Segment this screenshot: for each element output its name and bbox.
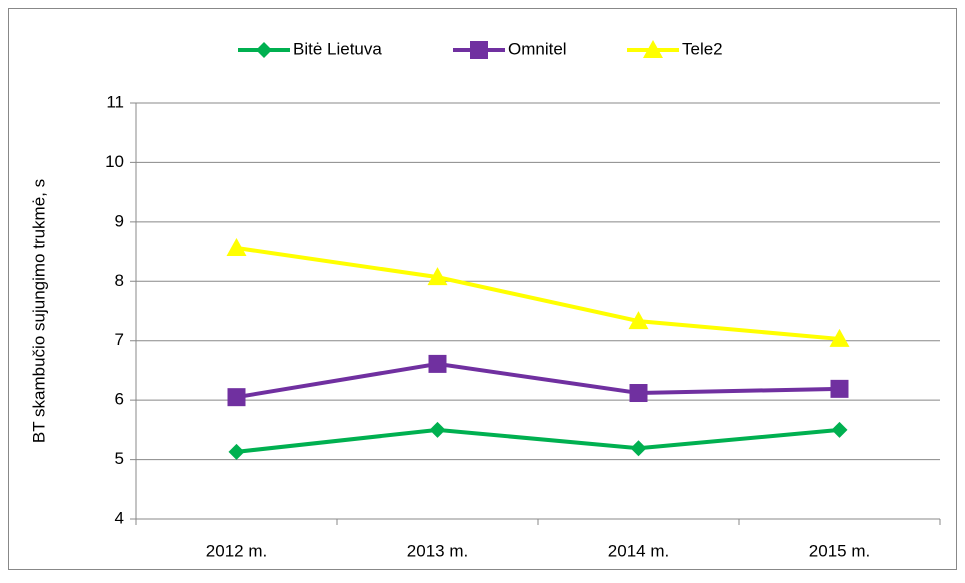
x-tick-label: 2013 m. — [407, 541, 468, 560]
legend-label: Bitė Lietuva — [293, 39, 382, 58]
legend-label: Tele2 — [682, 39, 723, 58]
x-tick-label: 2014 m. — [608, 541, 669, 560]
marker — [831, 421, 848, 438]
series-line — [236, 246, 840, 341]
marker — [470, 41, 488, 59]
series-line — [236, 361, 840, 400]
y-tick-label: 7 — [115, 330, 124, 349]
marker — [643, 40, 663, 58]
legend-label: Omnitel — [508, 39, 567, 58]
y-tick-label: 10 — [105, 152, 124, 171]
marker — [628, 311, 649, 330]
marker — [226, 238, 247, 257]
marker — [227, 388, 246, 407]
x-tick-label: 2012 m. — [206, 541, 267, 560]
y-tick-label: 11 — [106, 92, 124, 111]
y-tick-label: 4 — [115, 508, 124, 527]
series-line — [236, 427, 840, 454]
marker — [630, 440, 647, 457]
marker — [228, 443, 245, 460]
marker — [427, 267, 448, 286]
marker — [830, 379, 849, 398]
x-tick-label: 2015 m. — [809, 541, 870, 560]
marker — [629, 384, 648, 403]
y-axis-label: BT skambučio sujungimo trukmė, s — [29, 179, 48, 443]
marker — [428, 354, 447, 373]
y-tick-label: 8 — [115, 271, 124, 290]
y-tick-label: 9 — [115, 211, 124, 230]
marker — [829, 328, 850, 347]
y-tick-label: 5 — [115, 449, 124, 468]
marker — [429, 421, 446, 438]
marker — [256, 42, 272, 58]
y-tick-label: 6 — [115, 390, 124, 409]
